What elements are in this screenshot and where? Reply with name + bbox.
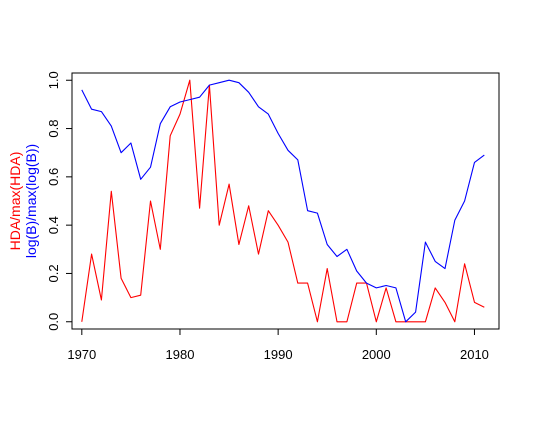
- y-tick-label: 0.8: [46, 120, 61, 138]
- x-tick-label: 1970: [67, 347, 96, 362]
- y-tick-label: 0.0: [46, 313, 61, 331]
- plot-frame: [71, 72, 500, 330]
- series-line-logb: [81, 79, 485, 323]
- y-tick-label: 0.2: [46, 264, 61, 282]
- y-axis-label-logb: log(B)/max(log(B)): [23, 144, 39, 258]
- y-tick-label: 0.6: [46, 168, 61, 186]
- y-tick-label: 1.0: [46, 71, 61, 89]
- x-tick-label: 2000: [362, 347, 391, 362]
- x-tick-label: 1990: [264, 347, 293, 362]
- x-tick-label: 1980: [166, 347, 195, 362]
- y-tick-label: 0.4: [46, 216, 61, 234]
- series-line-hda: [81, 79, 485, 323]
- y-axis: 0.0 0.2 0.4 0.6 0.8 1.0: [46, 71, 72, 331]
- x-tick-label: 2010: [460, 347, 489, 362]
- x-axis: 1970 1980 1990 2000 2010: [67, 329, 489, 362]
- y-axis-label-hda: HDA/max(HDA): [7, 152, 23, 251]
- series-layer: [81, 79, 485, 323]
